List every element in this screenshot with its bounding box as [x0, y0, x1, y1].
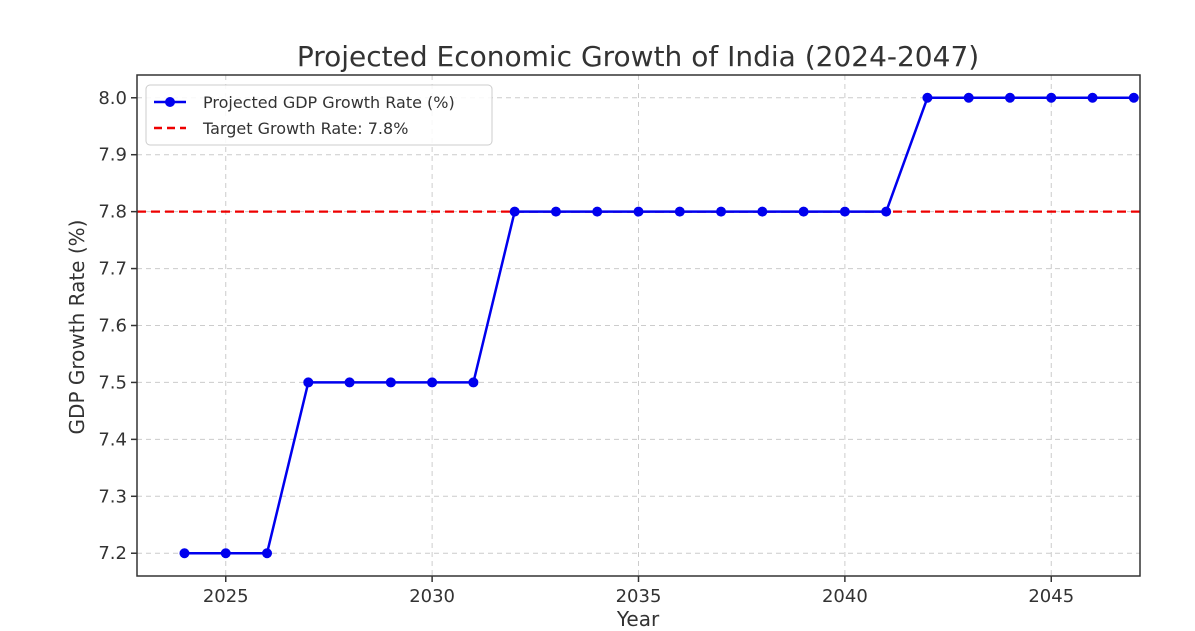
y-ticks: 7.2 7.3 7.4 7.5 7.6 7.7 7.8 7.9 8.0 [98, 88, 137, 564]
legend-box [145, 84, 493, 146]
data-point-2042 [922, 92, 933, 103]
data-point-2041 [881, 206, 892, 217]
data-point-2026 [262, 548, 273, 559]
y-tick-label-1: 7.3 [98, 486, 127, 507]
x-ticks: 2025 2030 2035 2040 2045 [203, 576, 1074, 607]
chart-title: Projected Economic Growth of India (2024… [297, 40, 979, 73]
data-point-2037 [716, 206, 727, 217]
x-tick-label-2: 2035 [616, 586, 662, 607]
gridlines [137, 75, 1140, 576]
y-tick-label-0: 7.2 [98, 543, 127, 564]
legend-entry-target: Target Growth Rate: 7.8% [202, 119, 408, 138]
y-tick-label-3: 7.5 [98, 372, 127, 393]
x-tick-label-0: 2025 [203, 586, 249, 607]
x-tick-label-4: 2045 [1028, 586, 1074, 607]
data-point-2027 [303, 377, 314, 388]
data-point-2029 [385, 377, 396, 388]
y-tick-label-4: 7.6 [98, 316, 127, 337]
data-point-2031 [468, 377, 479, 388]
data-point-2043 [963, 92, 974, 103]
y-tick-label-6: 7.8 [98, 202, 127, 223]
data-point-2036 [674, 206, 685, 217]
y-axis-label: GDP Growth Rate (%) [65, 220, 89, 435]
data-point-2035 [633, 206, 644, 217]
data-point-2044 [1004, 92, 1015, 103]
y-tick-label-5: 7.7 [98, 259, 127, 280]
x-tick-label-3: 2040 [822, 586, 868, 607]
y-tick-label-7: 7.9 [98, 145, 127, 166]
legend-marker-swatch [165, 97, 175, 107]
y-tick-label-2: 7.4 [98, 429, 127, 450]
data-point-2047 [1128, 92, 1139, 103]
data-point-2028 [344, 377, 355, 388]
data-point-2046 [1087, 92, 1098, 103]
x-axis-label: Year [616, 607, 660, 631]
legend: Projected GDP Growth Rate (%) Target Gro… [145, 84, 493, 146]
series-layer [179, 92, 1139, 559]
data-point-2033 [550, 206, 561, 217]
data-point-2045 [1046, 92, 1057, 103]
y-tick-label-8: 8.0 [98, 88, 127, 109]
series-line-0 [184, 96, 1134, 555]
data-point-2024 [179, 548, 190, 559]
legend-entry-gdp: Projected GDP Growth Rate (%) [203, 93, 455, 112]
data-point-2038 [757, 206, 768, 217]
x-tick-label-1: 2030 [409, 586, 455, 607]
data-point-2034 [592, 206, 603, 217]
data-point-2025 [220, 548, 231, 559]
data-point-2039 [798, 206, 809, 217]
data-point-2040 [839, 206, 850, 217]
data-point-2030 [427, 377, 438, 388]
data-point-2032 [509, 206, 520, 217]
